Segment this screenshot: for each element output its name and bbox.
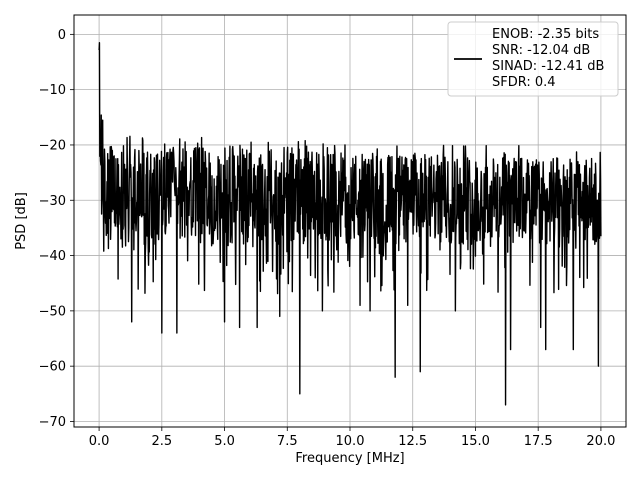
x-tick-label: 0.0 — [89, 434, 110, 449]
x-tick-label: 10.0 — [336, 434, 365, 449]
psd-line — [98, 41, 602, 406]
x-axis-label: Frequency [MHz] — [295, 451, 404, 466]
legend-entry-line: SNR: -12.04 dB — [492, 43, 590, 58]
y-tick-label: 0 — [58, 28, 66, 43]
psd-series — [98, 41, 602, 406]
y-axis-label: PSD [dB] — [14, 192, 29, 250]
x-tick-label: 7.5 — [277, 434, 298, 449]
y-tick-label: −10 — [39, 83, 66, 98]
x-tick-label: 12.5 — [398, 434, 427, 449]
y-tick-label: −70 — [39, 415, 66, 430]
legend-entry-line: ENOB: -2.35 bits — [492, 27, 599, 42]
y-tick-label: −30 — [39, 194, 66, 209]
x-tick-label: 15.0 — [461, 434, 490, 449]
y-tick-label: −50 — [39, 304, 66, 319]
x-tick-label: 20.0 — [586, 434, 615, 449]
axis-ticks: 0.0 2.5 5.0 7.5 10.0 12.5 15.0 17.5 20.0 0 −10 −20 −… — [39, 28, 616, 449]
x-tick-label: 5.0 — [214, 434, 235, 449]
legend-entry-line: SFDR: 0.4 — [492, 75, 556, 90]
y-tick-label: −40 — [39, 249, 66, 264]
x-tick-label: 2.5 — [151, 434, 172, 449]
x-tick-label: 17.5 — [524, 434, 553, 449]
y-tick-label: −20 — [39, 138, 66, 153]
y-tick-label: −60 — [39, 360, 66, 375]
legend-entry-line: SINAD: -12.41 dB — [492, 59, 604, 74]
legend-box — [447, 21, 619, 97]
